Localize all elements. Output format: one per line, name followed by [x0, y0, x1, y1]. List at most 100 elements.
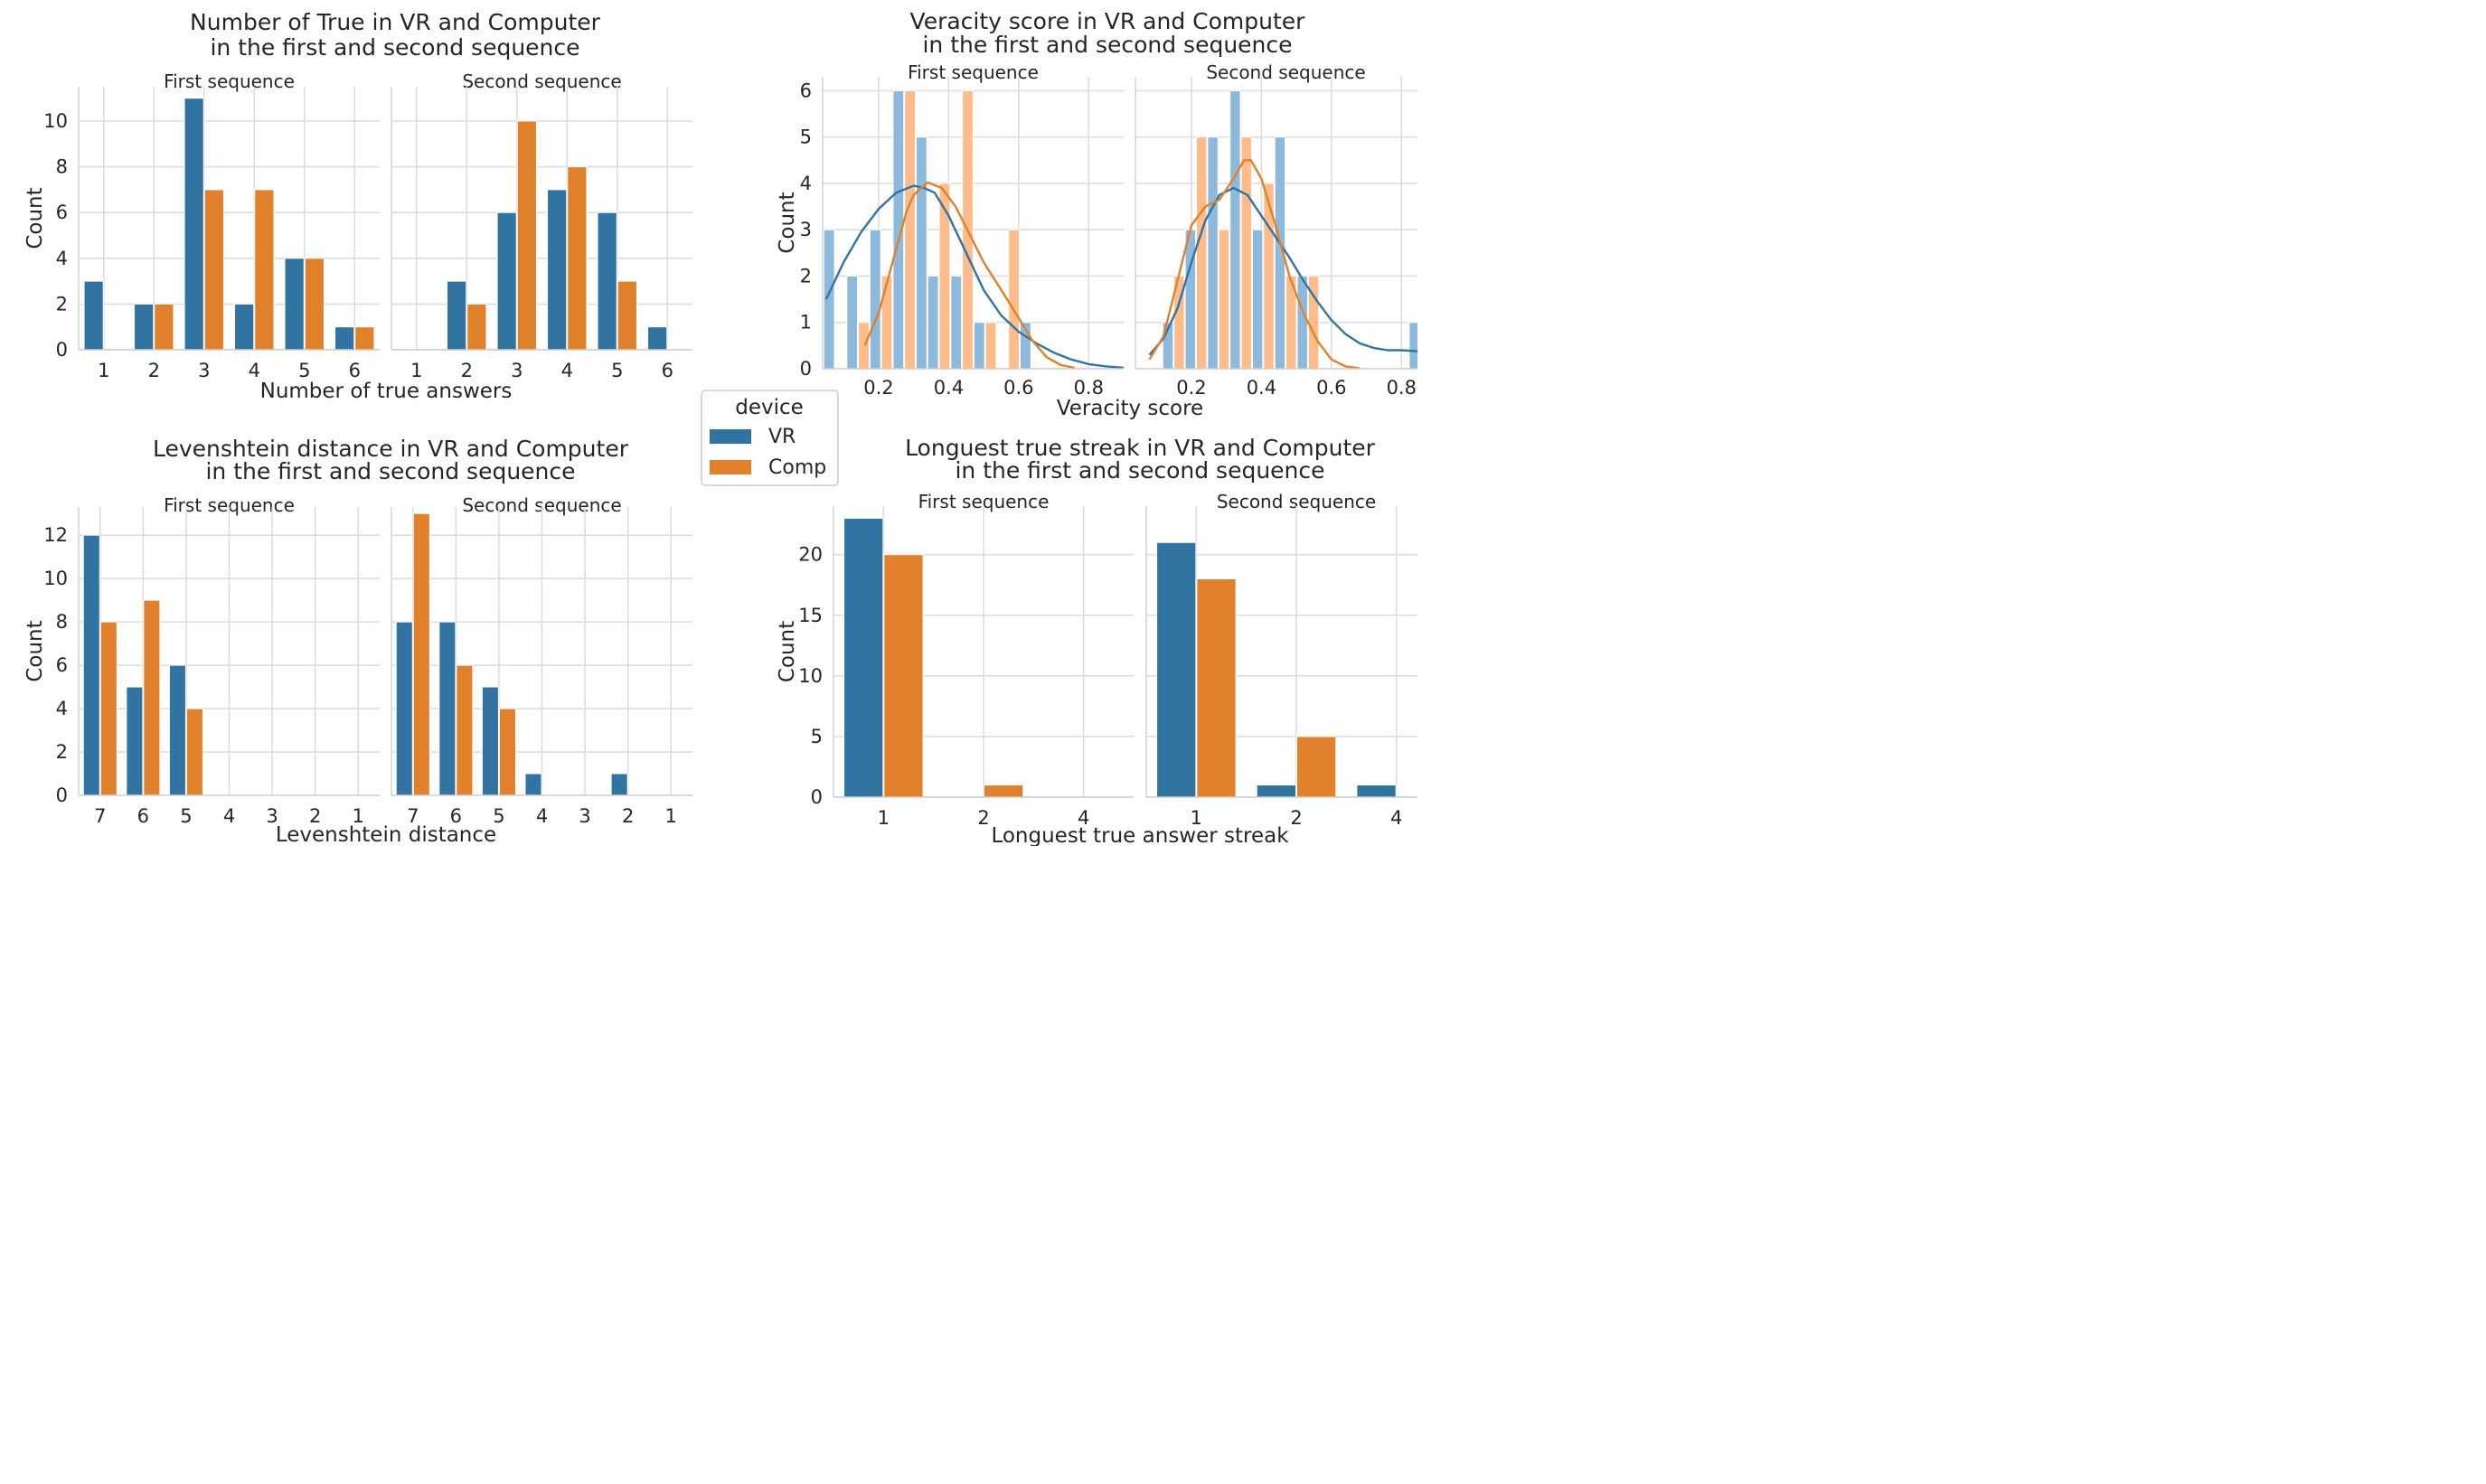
x-tick-label: 0.4	[934, 377, 964, 399]
x-tick-label: 2	[148, 360, 160, 381]
x-tick-label: 2	[977, 807, 989, 829]
hist-bar-VR	[927, 275, 939, 369]
y-tick-label: 15	[798, 605, 823, 626]
facet-label: Second sequence	[1206, 61, 1365, 83]
bar-Comp	[99, 621, 118, 796]
chart-title: Longuest true streak in VR and Computer	[905, 435, 1376, 461]
legend-swatch-VR	[710, 429, 751, 444]
hist-bar-Comp	[858, 322, 870, 369]
facet-label: First sequence	[908, 61, 1039, 83]
y-axis-label: Count	[776, 621, 799, 682]
bar-VR	[1156, 541, 1197, 798]
hist-bar-Comp	[938, 183, 951, 369]
hist-bar-VR	[1019, 322, 1031, 369]
bar-VR	[647, 326, 668, 351]
y-tick-label: 12	[43, 524, 68, 546]
x-axis-label: Veracity score	[1057, 397, 1203, 420]
legend-swatch-Comp	[710, 460, 751, 474]
y-axis-label: Count	[24, 620, 47, 681]
x-tick-label: 0.6	[1316, 377, 1346, 399]
hist-bar-VR	[1207, 136, 1219, 369]
bar-Comp	[1296, 736, 1337, 798]
hist-bar-Comp	[1240, 136, 1252, 369]
bar-VR	[284, 258, 305, 351]
bar-VR	[1256, 784, 1296, 798]
bar-VR	[334, 326, 355, 351]
bar-Comp	[498, 708, 516, 796]
bar-Comp	[412, 512, 430, 796]
chart-panel-3: Longuest true streak in VR and Computeri…	[776, 435, 1376, 846]
bar-VR	[134, 303, 155, 351]
y-tick-label: 8	[56, 156, 68, 178]
x-tick-label: 0.6	[1003, 377, 1033, 399]
bar-Comp	[456, 664, 474, 796]
y-tick-label: 2	[800, 265, 812, 286]
y-tick-label: 6	[56, 654, 68, 676]
x-tick-label: 0.8	[1074, 377, 1104, 399]
x-tick-label: 6	[137, 805, 149, 827]
chart-title: Number of True in VR and Computer	[190, 9, 601, 35]
x-tick-label: 0.2	[863, 377, 893, 399]
bar-VR	[234, 303, 255, 351]
x-tick-label: 3	[579, 805, 590, 827]
y-tick-label: 10	[43, 568, 68, 589]
y-tick-label: 5	[800, 127, 812, 148]
x-tick-label: 5	[611, 360, 623, 381]
y-tick-label: 6	[56, 202, 68, 223]
hist-bar-Comp	[1008, 229, 1020, 369]
chart-title: in the first and second sequence	[210, 34, 579, 61]
bar-VR	[843, 517, 884, 798]
x-tick-label: 4	[536, 805, 548, 827]
bar-Comp	[466, 303, 487, 351]
bar-Comp	[883, 554, 924, 798]
x-tick-label: 1	[1191, 807, 1202, 829]
x-tick-label: 0.2	[1176, 377, 1206, 399]
y-tick-label: 10	[798, 665, 823, 687]
hist-bar-VR	[1296, 275, 1308, 369]
x-tick-label: 3	[511, 360, 523, 381]
x-tick-label: 1	[878, 807, 890, 829]
x-tick-label: 1	[98, 360, 109, 381]
bar-VR	[168, 664, 186, 796]
x-tick-label: 4	[249, 360, 260, 381]
hist-bar-VR	[950, 275, 963, 369]
bar-VR	[395, 621, 413, 796]
bar-Comp	[984, 784, 1024, 798]
x-tick-label: 2	[1290, 807, 1302, 829]
facet-label: First sequence	[164, 70, 295, 92]
x-tick-label: 3	[198, 360, 210, 381]
bar-Comp	[1196, 578, 1237, 798]
hist-bar-VR	[892, 89, 905, 369]
bar-VR	[524, 773, 542, 796]
bar-VR	[496, 211, 517, 351]
y-tick-label: 4	[56, 698, 68, 719]
legend: device VR Comp	[701, 390, 839, 486]
bar-Comp	[304, 258, 325, 351]
x-tick-label: 1	[410, 360, 422, 381]
facet-1-0: First sequence 0.2 0.4 0.6 0.8 0 1 2 3 4 5 6	[800, 61, 1124, 399]
bar-Comp	[516, 120, 537, 351]
hist-bar-VR	[1184, 229, 1196, 369]
bar-Comp	[254, 189, 275, 351]
x-tick-label: 4	[1390, 807, 1402, 829]
y-tick-label: 10	[43, 110, 68, 132]
x-tick-label: 1	[353, 805, 364, 827]
facet-label: Second sequence	[462, 70, 621, 92]
x-tick-label: 7	[407, 805, 419, 827]
hist-bar-VR	[973, 322, 985, 369]
y-tick-label: 4	[56, 248, 68, 269]
y-tick-label: 3	[800, 219, 812, 240]
x-axis-label: Levenshtein distance	[276, 823, 496, 846]
bar-VR	[610, 773, 628, 796]
bar-VR	[447, 280, 467, 351]
chart-panel-2: Levenshtein distance in VR and Computeri…	[24, 436, 629, 846]
kde-line-VR	[1148, 186, 1417, 356]
x-tick-label: 5	[298, 360, 310, 381]
legend-label: Comp	[768, 456, 826, 479]
chart-title: in the first and second sequence	[205, 458, 575, 484]
y-tick-label: 0	[56, 784, 68, 806]
x-tick-label: 4	[223, 805, 235, 827]
chart-title: Veracity score in VR and Computer	[910, 8, 1306, 34]
